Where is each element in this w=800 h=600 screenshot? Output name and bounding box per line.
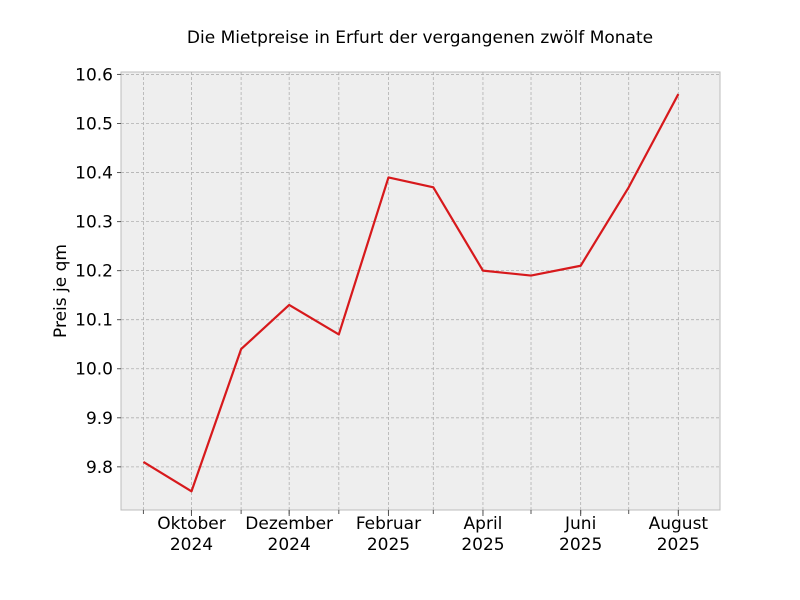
- y-axis-label: Preis je qm: [51, 244, 71, 338]
- chart-title: Die Mietpreise in Erfurt der vergangenen…: [187, 28, 653, 48]
- x-tick-label: Dezember 2024: [245, 514, 333, 555]
- y-axis: 9.8 9.9 10.0 10.1 10.2 10.3 10.4 10.5 10.6: [75, 65, 121, 478]
- x-tick-label: August 2025: [649, 514, 709, 555]
- y-tick-label: 10.3: [75, 213, 113, 233]
- y-tick-label: 10.2: [75, 262, 113, 282]
- x-axis: Oktober 2024 Dezember 2024 Februar 2025 April 2…: [142, 510, 709, 555]
- y-tick-label: 9.8: [86, 458, 113, 478]
- y-tick-label: 10.4: [75, 164, 113, 184]
- y-tick-label: 10.6: [75, 65, 113, 85]
- y-tick-label: 10.0: [75, 360, 113, 380]
- grid-lines: [121, 72, 720, 510]
- series-layer: [142, 93, 680, 493]
- y-tick-label: 10.1: [75, 311, 113, 331]
- x-tick-label: Juni 2025: [559, 514, 602, 555]
- x-tick-label: Oktober 2024: [157, 514, 226, 555]
- x-tick-label: Februar 2025: [356, 514, 421, 555]
- y-tick-label: 10.5: [75, 115, 113, 135]
- plot-area: [120, 71, 721, 511]
- x-tick-label: April 2025: [461, 514, 504, 555]
- y-tick-label: 9.9: [86, 409, 113, 429]
- series-line: [142, 93, 680, 493]
